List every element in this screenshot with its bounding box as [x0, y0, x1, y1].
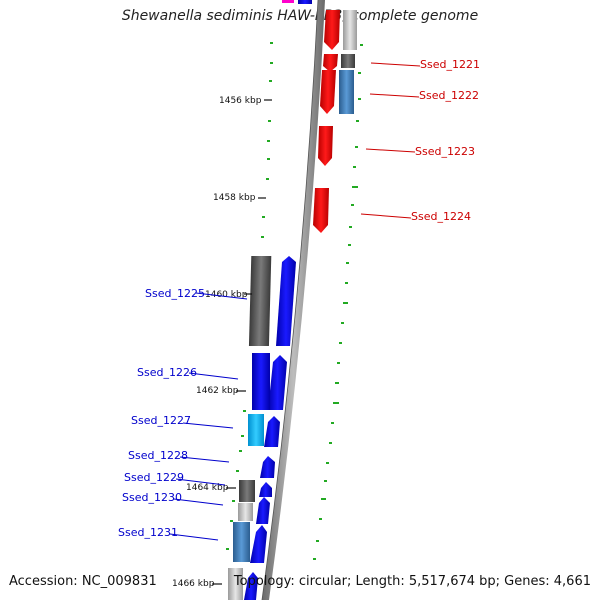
cog-box-1226	[252, 353, 270, 410]
gene-ssed-1221b	[323, 54, 338, 72]
gc-skew-track-right	[313, 44, 363, 560]
gene-ssed-1222	[320, 70, 336, 114]
label-ssed-1221: Ssed_1221	[420, 58, 480, 71]
reverse-gene-labels	[169, 292, 248, 541]
label-ssed-1229: Ssed_1229	[124, 471, 184, 484]
cog-box-1221	[343, 10, 357, 50]
label-ssed-1223: Ssed_1223	[415, 145, 475, 158]
label-ssed-1230: Ssed_1230	[122, 491, 182, 504]
cog-box-bottom	[228, 568, 243, 600]
gene-fragment-blue	[298, 0, 312, 4]
accession-text: Accession: NC_009831	[9, 574, 157, 589]
label-ssed-1231: Ssed_1231	[118, 526, 178, 539]
genome-backbone	[262, 0, 325, 600]
forward-strand-genes	[313, 10, 357, 233]
tick-label-1456: 1456 kbp	[219, 96, 262, 106]
genome-summary-text: Topology: circular; Length: 5,517,674 bp…	[233, 574, 591, 589]
gene-ssed-1230	[256, 497, 270, 524]
forward-gene-labels	[360, 62, 421, 219]
cog-box-1222-gray	[341, 54, 355, 68]
gene-ssed-1226	[268, 355, 287, 410]
cog-box-1230	[238, 503, 253, 521]
cog-box-1229	[239, 480, 255, 502]
tick-label-1462: 1462 kbp	[196, 386, 239, 396]
cog-box-1227	[248, 414, 264, 446]
label-ssed-1226: Ssed_1226	[137, 366, 197, 379]
gene-ssed-1231	[250, 525, 267, 563]
gene-bottom-partial	[244, 572, 258, 600]
label-ssed-1225: Ssed_1225	[145, 287, 205, 300]
gene-ssed-1224	[313, 188, 329, 233]
tick-label-1458: 1458 kbp	[213, 193, 256, 203]
tick-label-1464: 1464 kbp	[186, 483, 229, 493]
tick-labels: 1456 kbp 1458 kbp 1460 kbp 1462 kbp 1464…	[172, 96, 262, 589]
gene-ssed-1225	[276, 256, 296, 346]
tick-label-1460: 1460 kbp	[205, 290, 248, 300]
gene-ssed-1228	[260, 456, 275, 478]
cog-box-1231	[233, 522, 250, 562]
gene-fragment-magenta	[282, 0, 294, 3]
tick-marks	[212, 99, 272, 585]
label-ssed-1227: Ssed_1227	[131, 414, 191, 427]
gene-ssed-1221	[324, 10, 340, 50]
label-ssed-1222: Ssed_1222	[419, 89, 479, 102]
gene-ssed-1223	[318, 126, 333, 166]
backbone-edge	[261, 0, 319, 600]
reverse-strand-genes	[228, 256, 296, 600]
label-ssed-1224: Ssed_1224	[411, 210, 471, 223]
cog-box-1225	[248, 256, 272, 346]
cog-box-1222	[339, 70, 354, 114]
label-ssed-1228: Ssed_1228	[128, 449, 188, 462]
map-title: Shewanella sediminis HAW-EB3, complete g…	[121, 8, 479, 24]
gene-ssed-1229	[259, 482, 272, 497]
tick-label-1466: 1466 kbp	[172, 579, 215, 589]
gene-ssed-1227	[264, 416, 280, 447]
